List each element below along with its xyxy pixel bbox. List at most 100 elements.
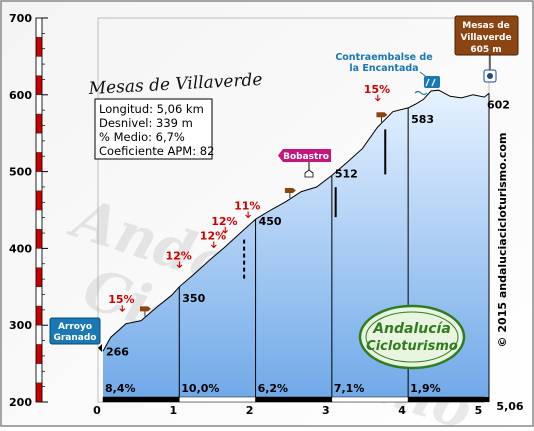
grade-arrow-icon xyxy=(245,211,252,219)
y-axis-band xyxy=(35,75,43,95)
grade-label: 11% xyxy=(234,200,260,213)
grade-arrow-icon xyxy=(210,241,217,249)
segment-grade-label: 8,4% xyxy=(105,382,136,395)
summit-label-line-2: Villaverde xyxy=(460,33,511,43)
profile-line xyxy=(102,89,490,352)
signpost-arrow-icon xyxy=(284,188,296,194)
y-axis-band xyxy=(35,305,43,326)
y-axis-band xyxy=(35,113,43,134)
summit-label-line-3: 605 m xyxy=(470,45,501,55)
logo: Andalucía Cicloturismo xyxy=(358,304,466,370)
start-label: Arroyo Granado xyxy=(49,317,102,352)
x-end-label: 5,06 xyxy=(496,400,523,413)
grade-label: 15% xyxy=(108,293,134,306)
y-axis-band xyxy=(35,325,43,345)
grade-arrow-icon xyxy=(374,94,381,102)
y-axis-band xyxy=(35,228,43,249)
x-tick-label: 2 xyxy=(246,404,254,417)
altitude-label: 450 xyxy=(259,215,282,228)
altitude-label: 350 xyxy=(182,292,205,305)
y-axis-band xyxy=(35,190,43,211)
bobastro-text: Bobastro xyxy=(283,152,329,162)
info-apm-coefficient: Coeficiente APM: 82 xyxy=(99,144,214,158)
km-band xyxy=(102,396,180,403)
grade-markers: 15%12%12%12%11%15% xyxy=(108,83,390,312)
grade-label: 12% xyxy=(200,229,226,242)
x-tick-label: 4 xyxy=(398,404,406,417)
altitude-label: 266 xyxy=(106,345,129,358)
contraembalse-line-2: la Encantada xyxy=(349,63,418,74)
y-tick-label: 400 xyxy=(9,242,32,255)
start-label-line-2: Granado xyxy=(53,333,96,343)
y-tick-label: 300 xyxy=(9,319,32,332)
y-axis-band xyxy=(35,152,43,172)
segment-lines xyxy=(178,93,490,402)
km-band xyxy=(179,396,256,403)
summit-label-line-1: Mesas de xyxy=(462,21,510,31)
logo-line-2: Cicloturismo xyxy=(366,339,458,354)
y-axis-band xyxy=(35,286,43,307)
y-axis-band xyxy=(35,267,43,288)
dam-icon xyxy=(424,76,440,88)
y-axis-band xyxy=(35,94,43,115)
segment-grade-label: 7,1% xyxy=(334,382,365,395)
segment-grade-label: 6,2% xyxy=(258,382,289,395)
x-tick-label: 3 xyxy=(322,404,330,417)
y-axis-bar-outline xyxy=(35,17,43,403)
info-elevation-gain: Desnivel: 339 m xyxy=(99,116,193,130)
info-box: Longitud: 5,06 km Desnivel: 339 m % Medi… xyxy=(94,98,214,160)
y-axis-band xyxy=(35,37,43,57)
km-band xyxy=(255,396,333,403)
km-band xyxy=(484,397,489,402)
x-tick-label: 1 xyxy=(169,404,177,417)
y-axis-band xyxy=(35,209,43,230)
start-label-line-1: Arroyo xyxy=(58,322,92,332)
y-axis-band xyxy=(35,17,43,38)
y-tick-label: 700 xyxy=(9,12,32,25)
km-band xyxy=(407,396,485,403)
grade-arrow-icon xyxy=(119,305,126,312)
y-axis-band xyxy=(35,248,43,268)
copyright-text: © 2015 andaluciacicloturismo.com xyxy=(496,133,509,348)
grade-label: 12% xyxy=(211,215,237,228)
y-axis-band xyxy=(35,56,43,76)
x-axis: 0 1 2 3 4 5 xyxy=(93,404,482,417)
y-axis-band xyxy=(35,363,43,384)
signpost-arrow-icon xyxy=(376,112,388,118)
grade-label: 15% xyxy=(364,83,390,96)
x-tick-label: 5 xyxy=(475,404,483,417)
summit-label: Mesas de Villaverde 605 m xyxy=(454,15,519,83)
info-length: Longitud: 5,06 km xyxy=(99,102,204,116)
y-axis-band xyxy=(35,171,43,192)
segment-grade-label: 1,9% xyxy=(410,382,441,395)
water-icon xyxy=(414,90,428,96)
y-tick-label: 200 xyxy=(9,396,32,409)
house-icon xyxy=(304,169,314,178)
km-band xyxy=(331,396,409,403)
y-axis-band xyxy=(35,132,43,153)
altitude-label: 602 xyxy=(487,98,510,111)
y-axis-bar xyxy=(35,17,43,403)
y-axis-band xyxy=(35,382,43,403)
y-tick-label: 600 xyxy=(9,89,32,102)
segment-grades: 8,4% 10,0% 6,2% 7,1% 1,9% xyxy=(105,382,441,395)
y-axis-band xyxy=(35,344,43,364)
segment-grade-label: 10,0% xyxy=(181,382,219,395)
contraembalse-line-1: Contraembalse de xyxy=(335,52,432,63)
y-tick-label: 500 xyxy=(9,166,32,179)
bobastro-label: Bobastro xyxy=(278,149,331,178)
y-axis: 200 300 400 500 600 700 xyxy=(9,12,48,409)
altitude-labels: 266 350 450 512 583 602 xyxy=(106,98,510,358)
x-tick-label: 0 xyxy=(93,404,101,417)
km-bar xyxy=(102,396,489,403)
grade-label: 12% xyxy=(165,249,191,262)
signposts xyxy=(139,112,388,317)
logo-line-1: Andalucía xyxy=(372,321,451,337)
info-average-grade: % Medio: 6,7% xyxy=(99,130,185,144)
grade-arrow-icon xyxy=(222,226,229,234)
contraembalse-label: Contraembalse de la Encantada xyxy=(335,52,440,96)
grade-arrow-icon xyxy=(176,261,183,269)
altitude-label: 583 xyxy=(411,113,434,126)
